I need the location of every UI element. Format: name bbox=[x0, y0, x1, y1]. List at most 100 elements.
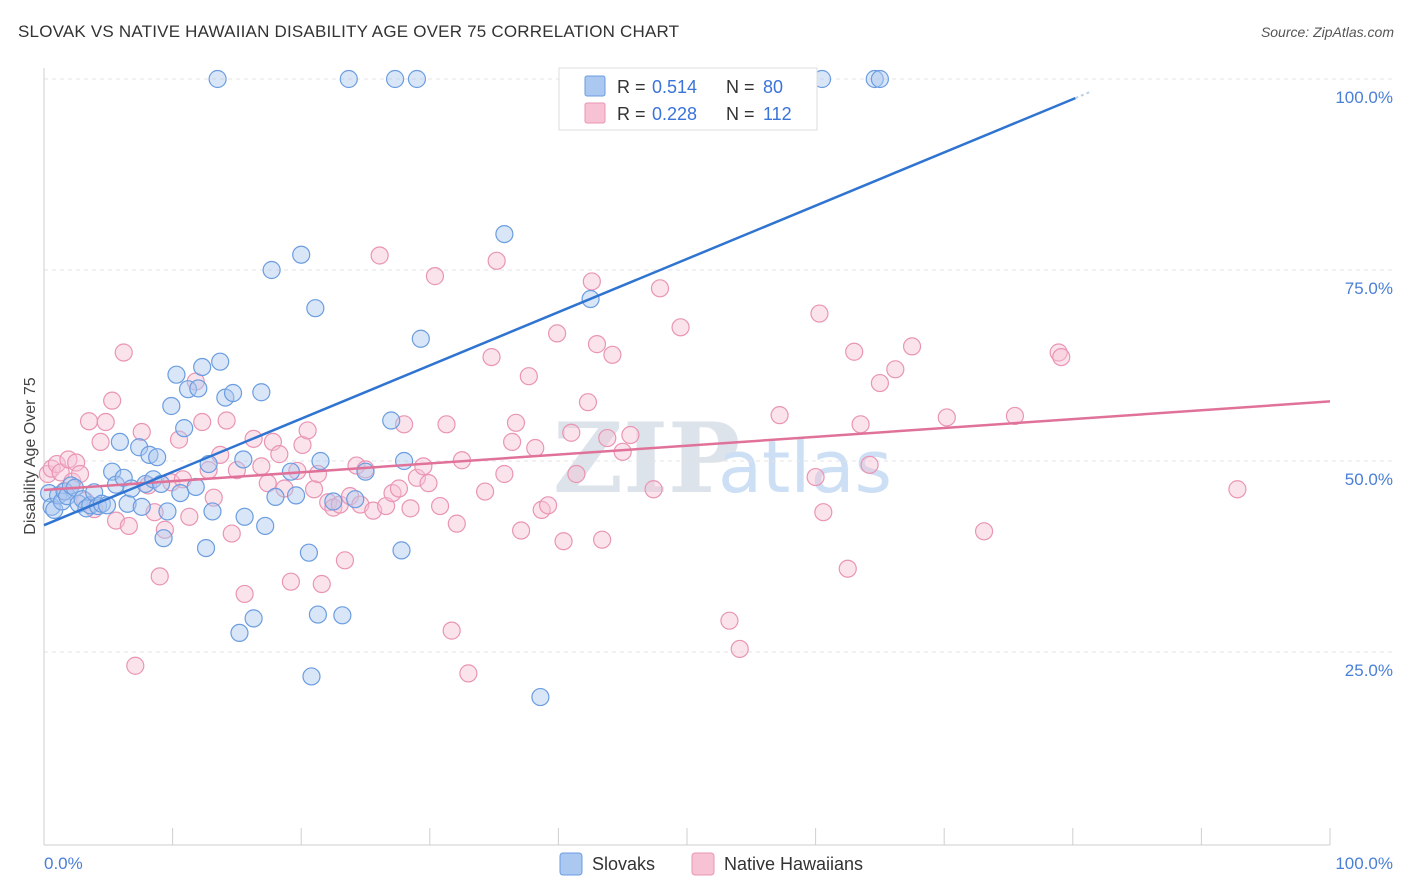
native-hawaiians-point bbox=[437, 415, 456, 434]
native-hawaiians-point bbox=[227, 461, 246, 480]
native-hawaiians-point bbox=[430, 496, 450, 516]
native-hawaiians-point bbox=[937, 408, 956, 427]
y-tick-label-75: 75.0% bbox=[1345, 279, 1393, 298]
native-hawaiians-point bbox=[370, 246, 389, 265]
slovaks-point bbox=[286, 486, 306, 505]
native-hawaiians-point bbox=[252, 457, 271, 476]
native-hawaiians-point bbox=[298, 421, 317, 440]
legend-r-value-slovaks: 0.514 bbox=[652, 77, 697, 97]
native-hawaiians-point bbox=[644, 480, 663, 499]
native-hawaiians-point bbox=[1228, 480, 1247, 499]
slovaks-point bbox=[162, 396, 181, 416]
native-hawaiians-point bbox=[526, 438, 545, 458]
bottom-legend-label-native-hawaiians: Native Hawaiians bbox=[724, 854, 863, 874]
y-tick-labels: 25.0% 50.0% 75.0% 100.0% bbox=[1335, 88, 1393, 680]
native-hawaiians-point bbox=[845, 342, 864, 361]
slovaks-point bbox=[311, 451, 330, 471]
native-hawaiians-point bbox=[150, 567, 169, 586]
native-hawaiians-point bbox=[548, 324, 567, 343]
legend-swatch-native-hawaiians bbox=[584, 102, 606, 124]
legend-r-label-slovaks: R = bbox=[617, 77, 646, 97]
native-hawaiians-point bbox=[119, 516, 138, 536]
native-hawaiians-point bbox=[512, 521, 531, 540]
native-hawaiians-point bbox=[91, 432, 110, 451]
slovaks-point bbox=[865, 69, 884, 89]
slovaks-point bbox=[223, 383, 243, 403]
native-hawaiians-point bbox=[1052, 347, 1071, 367]
native-hawaiians-point bbox=[814, 503, 833, 522]
slovaks-point bbox=[244, 609, 263, 628]
native-hawaiians-point bbox=[459, 664, 478, 683]
legend-n-value-native-hawaiians: 112 bbox=[763, 104, 792, 124]
native-hawaiians-point bbox=[860, 455, 879, 474]
slovaks-point bbox=[252, 383, 271, 402]
native-hawaiians-point bbox=[562, 423, 581, 442]
native-hawaiians-point bbox=[730, 639, 749, 659]
native-hawaiians-point bbox=[235, 584, 254, 604]
slovaks-point bbox=[167, 365, 186, 384]
native-hawaiians-point bbox=[407, 468, 427, 487]
native-hawaiians-point bbox=[335, 551, 355, 570]
native-hawaiians-point bbox=[425, 267, 445, 286]
native-hawaiians-point bbox=[870, 373, 890, 393]
native-hawaiians-point bbox=[401, 499, 420, 518]
native-hawaiians-point bbox=[96, 412, 115, 432]
watermark-zip: ZIP bbox=[553, 402, 740, 515]
native-hawaiians-point bbox=[851, 415, 870, 434]
source-credit: Source: ZipAtlas.com bbox=[1260, 24, 1394, 40]
slovaks-point bbox=[385, 69, 405, 89]
native-hawaiians-point bbox=[304, 480, 324, 499]
native-hawaiians-point bbox=[974, 522, 994, 541]
native-hawaiians-point bbox=[578, 393, 598, 412]
trend-line-slovaks-extension bbox=[1074, 90, 1092, 100]
native-hawaiians-point bbox=[180, 507, 199, 526]
native-hawaiians-point bbox=[495, 464, 514, 484]
native-hawaiians-point bbox=[621, 425, 640, 445]
slovaks-point bbox=[262, 260, 281, 280]
native-hawaiians-point bbox=[539, 496, 558, 515]
legend-r-label-native-hawaiians: R = bbox=[617, 104, 646, 124]
slovaks-point bbox=[292, 245, 311, 264]
slovaks-point bbox=[208, 69, 227, 89]
native-hawaiians-point bbox=[312, 574, 331, 594]
y-axis-label: Disability Age Over 75 bbox=[22, 377, 39, 535]
native-hawaiians-point bbox=[193, 412, 212, 432]
native-hawaiians-point bbox=[222, 524, 241, 543]
x-ticks bbox=[172, 828, 1331, 845]
native-hawaiians-point bbox=[603, 345, 622, 364]
native-hawaiians-point bbox=[204, 488, 223, 507]
bottom-legend-label-slovaks: Slovaks bbox=[592, 854, 655, 874]
slovaks-point bbox=[308, 605, 328, 624]
slovaks-point bbox=[230, 623, 249, 643]
native-hawaiians-point bbox=[419, 474, 438, 493]
native-hawaiians-point bbox=[389, 479, 409, 498]
native-hawaiians-point bbox=[103, 391, 122, 410]
native-hawaiians-point bbox=[613, 442, 632, 461]
slovaks-point bbox=[333, 606, 352, 625]
slovaks-point bbox=[870, 69, 890, 89]
slovaks-point bbox=[211, 352, 230, 371]
native-hawaiians-point bbox=[554, 532, 573, 551]
slovaks-point bbox=[346, 490, 365, 509]
slovaks-point bbox=[148, 448, 167, 467]
slovaks-point bbox=[356, 462, 375, 481]
bottom-legend-swatch-slovaks bbox=[559, 852, 583, 876]
slovaks-point bbox=[193, 357, 212, 377]
slovaks-point bbox=[339, 69, 358, 89]
slovaks-point bbox=[189, 379, 208, 398]
native-hawaiians-point bbox=[593, 530, 612, 549]
native-hawaiians-point bbox=[126, 656, 145, 675]
slovaks-point bbox=[132, 497, 151, 516]
slovaks-point bbox=[234, 450, 253, 469]
native-hawaiians-point bbox=[567, 464, 586, 484]
native-hawaiians-point bbox=[487, 251, 506, 270]
trend-line-slovaks bbox=[43, 96, 1076, 527]
native-hawaiians-point bbox=[587, 335, 607, 354]
legend-r-value-native-hawaiians: 0.228 bbox=[652, 104, 697, 124]
slovaks-point bbox=[302, 667, 321, 686]
native-hawaiians-point bbox=[902, 337, 922, 356]
chart-title: SLOVAK VS NATIVE HAWAIIAN DISABILITY AGE… bbox=[18, 22, 680, 41]
stats-legend: R = 0.514 N = 80 R = 0.228 N = 112 bbox=[558, 67, 818, 131]
native-hawaiians-point bbox=[671, 318, 690, 337]
